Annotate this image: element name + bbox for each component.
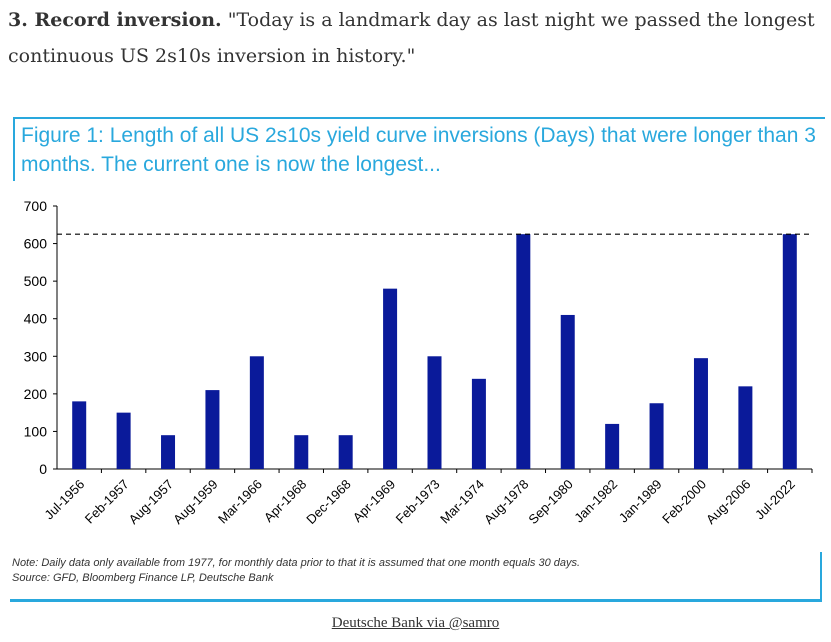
bar-Aug-1959 bbox=[205, 390, 220, 469]
y-tick-label: 200 bbox=[24, 386, 48, 402]
intro-quote: "Today is a landmark day as last night w… bbox=[8, 9, 815, 67]
y-tick-label: 300 bbox=[24, 348, 48, 364]
x-tick-label: Dec-1968 bbox=[303, 477, 353, 527]
note-frame bbox=[10, 552, 822, 602]
bar-Jul-1956 bbox=[72, 401, 87, 469]
y-tick-label: 100 bbox=[24, 423, 48, 439]
x-tick-label: Aug-1957 bbox=[126, 477, 176, 527]
credit-link[interactable]: Deutsche Bank via @samro bbox=[331, 615, 500, 631]
figure-title: Figure 1: Length of all US 2s10s yield c… bbox=[21, 124, 816, 176]
x-tick-label: Jul-2022 bbox=[752, 477, 798, 523]
x-tick-label: Aug-1959 bbox=[170, 477, 220, 527]
x-tick-label: Apr-1969 bbox=[350, 477, 398, 525]
intro-paragraph: 3. Record inversion. "Today is a landmar… bbox=[8, 2, 823, 74]
y-tick-label: 500 bbox=[24, 273, 48, 289]
x-tick-label: Jul-1956 bbox=[41, 477, 87, 523]
y-tick-label: 600 bbox=[24, 236, 48, 252]
bar-chart: 0100200300400500600700Jul-1956Feb-1957Au… bbox=[24, 198, 813, 527]
bar-Aug-2006 bbox=[738, 386, 753, 469]
bar-Mar-1974 bbox=[471, 378, 486, 469]
bar-Feb-2000 bbox=[693, 358, 708, 469]
y-tick-label: 700 bbox=[24, 198, 48, 214]
bar-Sep-1980 bbox=[560, 314, 575, 469]
x-tick-label: Jan-1982 bbox=[571, 477, 620, 526]
x-tick-label: Feb-1957 bbox=[82, 477, 132, 527]
bar-Aug-1978 bbox=[516, 234, 531, 469]
y-tick-label: 400 bbox=[24, 311, 48, 327]
x-tick-label: Sep-1980 bbox=[525, 477, 575, 527]
x-tick-label: Aug-1978 bbox=[481, 477, 531, 527]
x-tick-label: Aug-2006 bbox=[703, 477, 753, 527]
chart-note: Note: Daily data only available from 197… bbox=[12, 557, 581, 569]
bar-Jan-1989 bbox=[649, 403, 664, 469]
title-frame bbox=[13, 117, 825, 181]
bar-Mar-1966 bbox=[249, 356, 264, 469]
bar-Jan-1982 bbox=[605, 423, 620, 469]
bar-Feb-1957 bbox=[116, 412, 131, 469]
y-tick-label: 0 bbox=[39, 461, 47, 477]
x-tick-label: Jan-1989 bbox=[616, 477, 665, 526]
x-tick-label: Mar-1966 bbox=[215, 477, 265, 527]
x-tick-label: Mar-1974 bbox=[437, 477, 487, 527]
x-tick-label: Apr-1968 bbox=[261, 477, 309, 525]
bar-Apr-1969 bbox=[383, 288, 398, 469]
bar-Jul-2022 bbox=[782, 234, 797, 469]
intro-heading: 3. Record inversion. bbox=[8, 9, 222, 31]
chart-source: Source: GFD, Bloomberg Finance LP, Deuts… bbox=[12, 572, 274, 584]
bar-Dec-1968 bbox=[338, 435, 353, 469]
x-tick-label: Feb-1973 bbox=[393, 477, 443, 527]
bar-Feb-1973 bbox=[427, 356, 442, 469]
bar-Apr-1968 bbox=[294, 435, 309, 469]
bar-Aug-1957 bbox=[161, 435, 176, 469]
x-tick-label: Feb-2000 bbox=[659, 477, 709, 527]
